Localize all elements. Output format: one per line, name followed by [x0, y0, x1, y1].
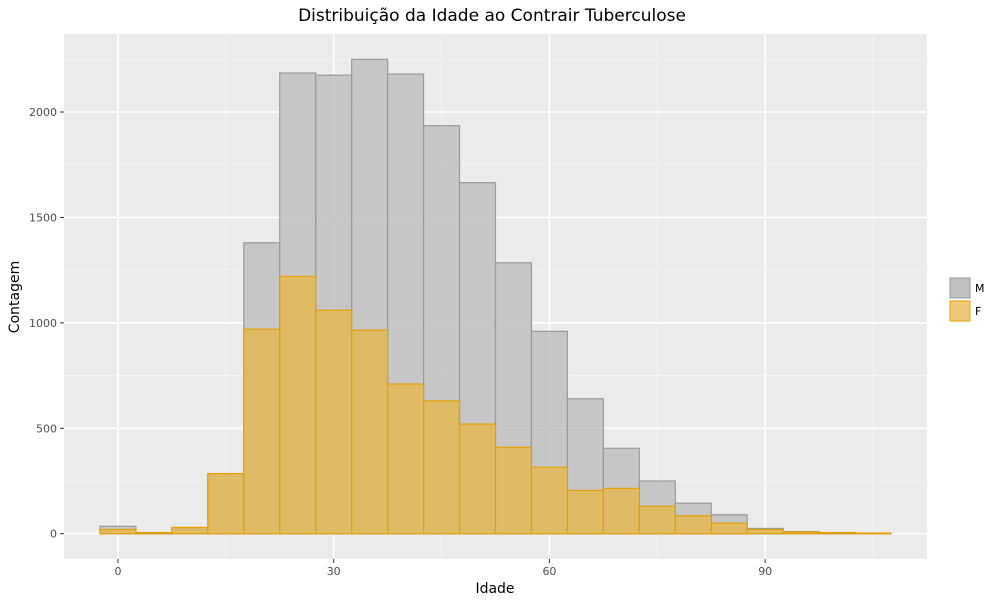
y-tick-label: 1500: [29, 211, 57, 224]
series-f-bar: [818, 532, 856, 535]
y-axis-title: Contagem: [7, 261, 23, 333]
legend-label-f: F: [975, 305, 981, 318]
legend-label-m: M: [975, 282, 985, 295]
series-f-bar: [530, 466, 569, 535]
series-f-bar: [351, 329, 389, 535]
y-tick-label: 500: [36, 422, 57, 435]
x-tick-label: 60: [542, 565, 556, 578]
series-f-bar: [566, 489, 604, 535]
series-f-bar: [710, 522, 748, 535]
x-tick-label: 30: [327, 565, 341, 578]
series-f-bars: [99, 275, 892, 535]
y-tick-label: 0: [50, 528, 57, 541]
x-tick-label: 0: [114, 565, 121, 578]
series-f-bar: [674, 515, 712, 535]
x-tick-label: 90: [758, 565, 772, 578]
y-tick-label: 2000: [29, 106, 57, 119]
series-f-bar: [422, 400, 461, 535]
series-f-bar: [638, 505, 676, 535]
axis-ticks: 0 30 60 90 0 500 1000 1500 2000: [29, 106, 772, 578]
y-tick-label: 1000: [29, 317, 57, 330]
series-f-bar: [207, 473, 245, 535]
series-f-bar: [315, 309, 353, 535]
legend-key-f: [949, 300, 971, 322]
series-f-bar: [135, 532, 173, 535]
series-f-bar: [279, 275, 317, 535]
chart-title: Distribuição da Idade ao Contrair Tuberc…: [298, 6, 686, 26]
series-f-bar: [99, 528, 137, 535]
x-axis-title: Idade: [475, 581, 514, 597]
series-f-bar: [387, 383, 425, 535]
series-f-bar: [854, 532, 892, 535]
series-f-bar: [602, 487, 640, 535]
series-f-bar: [782, 531, 820, 535]
legend-key-m: [949, 277, 971, 299]
series-f-bar: [494, 446, 533, 535]
legend: M F: [949, 277, 985, 322]
series-f-bar: [746, 528, 784, 535]
series-f-bar: [243, 328, 281, 535]
series-f-bar: [171, 526, 209, 535]
series-f-bar: [458, 423, 497, 535]
